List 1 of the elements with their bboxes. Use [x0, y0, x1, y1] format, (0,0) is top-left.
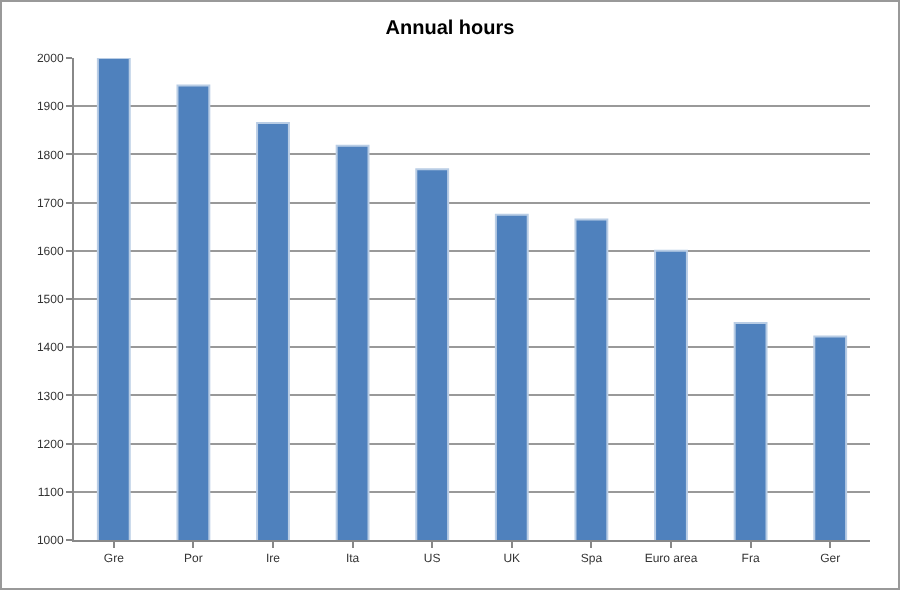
chart-title: Annual hours	[385, 17, 516, 40]
